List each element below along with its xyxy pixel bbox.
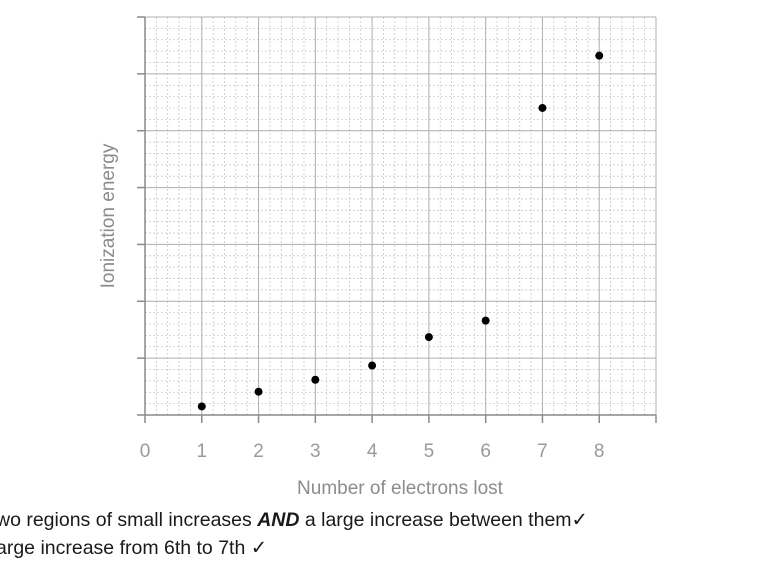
x-tick-label: 1 [196,441,207,462]
data-points [197,51,604,411]
data-point [481,316,490,325]
x-tick-label: 2 [253,441,264,462]
answer-line-1: wo regions of small increases AND a larg… [0,508,588,532]
x-tick-label: 0 [140,441,151,462]
ionization-energy-chart: 0 1 2 3 4 5 6 7 8 Number of electrons lost Ioniz… [98,16,657,499]
data-point [538,103,547,112]
y-axis-title: Ionization energy [98,143,119,288]
answer-line-2-text: arge increase from 6th to 7th ✓ [0,537,268,559]
answer-line-1-after: a large increase between them✓ [299,509,588,531]
minor-gridlines [144,16,657,416]
data-point [254,387,263,396]
x-tick-label: 3 [310,441,321,462]
data-point [368,361,377,370]
x-tick-label: 7 [537,441,548,462]
data-point [197,402,206,411]
data-point [311,375,320,384]
x-tick-labels: 0 1 2 3 4 5 6 7 8 [140,441,605,462]
x-tick-label: 4 [367,441,378,462]
answer-line-1-before: wo regions of small increases [0,509,258,531]
x-axis-title: Number of electrons lost [297,478,504,499]
x-tick-label: 5 [424,441,435,462]
answer-line-1-emphasis: AND [257,509,300,531]
x-tick-label: 6 [480,441,491,462]
x-tick-label: 8 [594,441,605,462]
answer-line-2: arge increase from 6th to 7th ✓ [0,536,267,560]
data-point [595,51,604,60]
axes [137,16,657,423]
data-point [424,333,433,342]
major-gridlines [144,16,657,416]
